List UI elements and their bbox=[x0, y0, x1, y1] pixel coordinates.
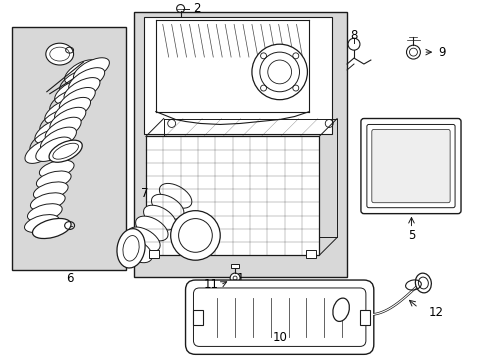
Text: 9: 9 bbox=[437, 46, 445, 59]
Circle shape bbox=[170, 211, 220, 260]
Ellipse shape bbox=[32, 219, 71, 239]
Text: 2: 2 bbox=[193, 2, 201, 15]
Text: 11: 11 bbox=[203, 279, 218, 292]
Ellipse shape bbox=[45, 117, 81, 141]
Circle shape bbox=[406, 45, 420, 59]
FancyBboxPatch shape bbox=[371, 129, 449, 203]
Ellipse shape bbox=[25, 139, 59, 163]
Ellipse shape bbox=[30, 193, 65, 211]
Ellipse shape bbox=[24, 215, 59, 233]
Ellipse shape bbox=[73, 58, 109, 82]
Bar bbox=[231, 264, 239, 268]
Text: 1: 1 bbox=[236, 271, 244, 284]
Ellipse shape bbox=[33, 182, 68, 200]
Ellipse shape bbox=[117, 229, 145, 268]
Ellipse shape bbox=[414, 273, 430, 293]
FancyBboxPatch shape bbox=[366, 125, 454, 208]
Bar bbox=[148, 250, 159, 258]
FancyBboxPatch shape bbox=[185, 280, 373, 354]
Text: 7: 7 bbox=[141, 187, 148, 200]
Circle shape bbox=[347, 38, 359, 50]
Ellipse shape bbox=[64, 78, 100, 102]
Ellipse shape bbox=[64, 60, 98, 84]
Text: 8: 8 bbox=[349, 29, 357, 42]
Text: 6: 6 bbox=[66, 271, 73, 284]
Ellipse shape bbox=[36, 171, 71, 189]
Bar bbox=[134, 13, 346, 277]
Ellipse shape bbox=[35, 119, 68, 144]
Text: 10: 10 bbox=[272, 331, 286, 344]
Ellipse shape bbox=[251, 170, 264, 188]
Text: 3: 3 bbox=[224, 172, 231, 185]
Ellipse shape bbox=[50, 107, 86, 132]
FancyBboxPatch shape bbox=[193, 288, 365, 346]
Ellipse shape bbox=[127, 227, 160, 252]
Ellipse shape bbox=[301, 238, 317, 253]
Ellipse shape bbox=[59, 87, 95, 112]
Ellipse shape bbox=[45, 99, 79, 124]
Ellipse shape bbox=[55, 98, 90, 122]
Bar bbox=[143, 17, 331, 134]
Ellipse shape bbox=[46, 43, 73, 65]
Ellipse shape bbox=[55, 80, 88, 104]
Bar bbox=[359, 310, 369, 325]
Ellipse shape bbox=[40, 160, 74, 178]
Bar bbox=[145, 136, 319, 255]
Ellipse shape bbox=[120, 238, 152, 263]
FancyBboxPatch shape bbox=[360, 118, 460, 213]
Ellipse shape bbox=[143, 205, 176, 230]
Ellipse shape bbox=[135, 216, 168, 241]
Text: 5: 5 bbox=[407, 229, 414, 242]
Ellipse shape bbox=[41, 127, 76, 152]
Bar bbox=[12, 27, 126, 270]
Circle shape bbox=[259, 52, 299, 92]
Text: 12: 12 bbox=[427, 306, 443, 319]
Circle shape bbox=[251, 44, 307, 100]
Circle shape bbox=[230, 273, 240, 283]
Bar bbox=[193, 310, 203, 325]
Ellipse shape bbox=[36, 137, 72, 161]
Bar bbox=[306, 250, 316, 258]
Ellipse shape bbox=[27, 204, 62, 222]
Ellipse shape bbox=[332, 298, 348, 321]
Ellipse shape bbox=[68, 68, 104, 92]
Ellipse shape bbox=[151, 194, 183, 219]
Ellipse shape bbox=[49, 140, 82, 162]
Text: 4: 4 bbox=[290, 242, 298, 255]
Ellipse shape bbox=[159, 184, 191, 208]
